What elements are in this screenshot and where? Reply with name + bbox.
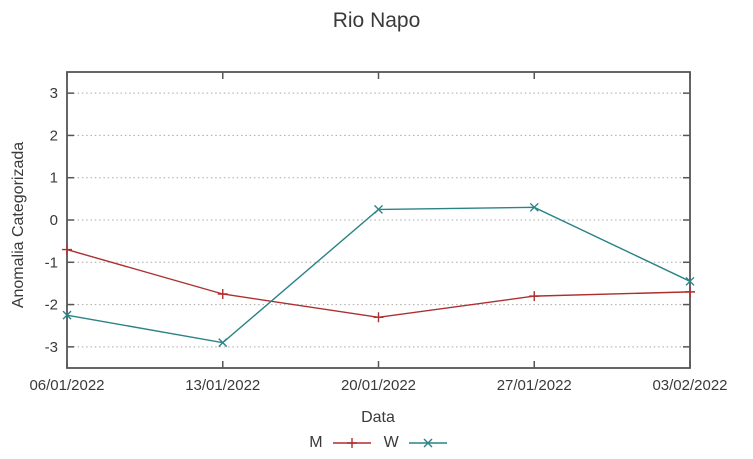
y-tick-label: 0	[50, 212, 58, 229]
x-tick-label: 13/01/2022	[185, 377, 260, 394]
series-M-marker	[217, 289, 228, 299]
legend-sample-M	[332, 438, 371, 448]
y-tick-label: -1	[45, 254, 58, 271]
chart-title: Rio Napo	[332, 9, 421, 32]
x-axis-label: Data	[361, 409, 395, 426]
legend-label-W: W	[383, 434, 399, 451]
legend-sample-W	[408, 438, 447, 448]
x-tick-label: 03/02/2022	[652, 377, 727, 394]
series-M-line	[66, 248, 691, 318]
series-W-marker	[62, 310, 72, 320]
legend-sample-marker-W	[423, 438, 433, 448]
x-tick-label: 27/01/2022	[497, 377, 572, 394]
series-W-line	[66, 206, 691, 344]
series-M-marker	[685, 286, 695, 297]
legend-item-W: W	[384, 434, 448, 452]
legend-label-M: M	[309, 434, 323, 451]
x-tick-label: 20/01/2022	[341, 377, 416, 394]
y-tick-label: -3	[45, 339, 58, 356]
series-M-marker	[529, 291, 540, 302]
y-tick-label: 1	[50, 170, 58, 187]
series-W-marker	[374, 204, 383, 214]
series-M-marker	[62, 244, 72, 255]
series-M-marker	[373, 312, 384, 323]
y-tick-label: 2	[50, 127, 58, 144]
series-W-marker	[685, 276, 695, 286]
series-W-marker	[529, 202, 539, 212]
legend-item-M: M	[309, 434, 371, 452]
y-tick-label: -2	[45, 297, 58, 314]
y-tick-label: 3	[50, 85, 58, 102]
legend-sample-marker-M	[346, 438, 357, 448]
series-W-marker	[218, 338, 228, 348]
x-tick-label: 06/01/2022	[29, 377, 104, 394]
